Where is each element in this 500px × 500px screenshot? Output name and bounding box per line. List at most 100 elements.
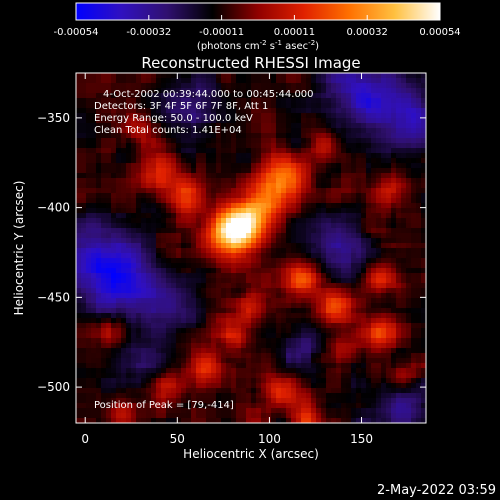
heatmap-cell	[146, 373, 152, 379]
heatmap-cell	[346, 88, 352, 94]
heatmap-cell	[381, 238, 387, 244]
heatmap-cell	[176, 273, 182, 279]
heatmap-cell	[141, 403, 147, 409]
heatmap-cell	[226, 383, 232, 389]
heatmap-cell	[276, 198, 282, 204]
heatmap-cell	[311, 248, 317, 254]
heatmap-cell	[126, 418, 132, 424]
heatmap-cell	[176, 163, 182, 169]
heatmap-cell	[86, 148, 92, 154]
heatmap-cell	[131, 313, 137, 319]
heatmap-cell	[376, 313, 382, 319]
heatmap-cell	[156, 343, 162, 349]
heatmap-cell	[406, 318, 412, 324]
heatmap-cell	[291, 403, 297, 409]
heatmap-cell	[331, 123, 337, 129]
heatmap-cell	[236, 378, 242, 384]
heatmap-cell	[261, 203, 267, 209]
heatmap-cell	[216, 243, 222, 249]
heatmap-cell	[86, 78, 92, 84]
heatmap-cell	[421, 143, 427, 149]
heatmap-cell	[411, 393, 417, 399]
heatmap-cell	[296, 308, 302, 314]
heatmap-cell	[341, 418, 347, 424]
heatmap-cell	[251, 88, 257, 94]
heatmap-cell	[396, 338, 402, 344]
heatmap-cell	[291, 173, 297, 179]
heatmap-cell	[386, 83, 392, 89]
heatmap-cell	[156, 103, 162, 109]
heatmap-cell	[396, 248, 402, 254]
heatmap-cell	[211, 403, 217, 409]
heatmap-cell	[91, 393, 97, 399]
heatmap-cell	[391, 183, 397, 189]
heatmap-cell	[416, 323, 422, 329]
heatmap-cell	[166, 128, 172, 134]
heatmap-cell	[146, 173, 152, 179]
heatmap-cell	[211, 128, 217, 134]
heatmap-cell	[336, 373, 342, 379]
heatmap-cell	[321, 408, 327, 414]
heatmap-cell	[171, 393, 177, 399]
heatmap-cell	[111, 303, 117, 309]
heatmap-cell	[306, 368, 312, 374]
heatmap-cell	[316, 208, 322, 214]
heatmap-cell	[116, 98, 122, 104]
heatmap-cell	[306, 203, 312, 209]
heatmap-cell	[96, 213, 102, 219]
heatmap-cell	[96, 278, 102, 284]
heatmap-cell	[401, 398, 407, 404]
heatmap-cell	[261, 388, 267, 394]
heatmap-cell	[406, 278, 412, 284]
heatmap-cell	[216, 93, 222, 99]
heatmap-cell	[261, 178, 267, 184]
heatmap-cell	[81, 303, 87, 309]
heatmap-cell	[231, 208, 237, 214]
heatmap-cell	[261, 333, 267, 339]
heatmap-cell	[251, 393, 257, 399]
heatmap-cell	[341, 408, 347, 414]
heatmap-cell	[326, 103, 332, 109]
heatmap-cell	[176, 383, 182, 389]
heatmap-cell	[301, 418, 307, 424]
heatmap-cell	[151, 313, 157, 319]
heatmap-cell	[321, 368, 327, 374]
heatmap-cell	[396, 178, 402, 184]
heatmap-cell	[421, 178, 427, 184]
heatmap-cell	[311, 233, 317, 239]
heatmap-cell	[326, 348, 332, 354]
heatmap-cell	[96, 333, 102, 339]
heatmap-cell	[336, 168, 342, 174]
heatmap-cell	[366, 283, 372, 289]
heatmap-cell	[246, 228, 252, 234]
heatmap-cell	[296, 193, 302, 199]
heatmap-cell	[106, 178, 112, 184]
heatmap-cell	[231, 378, 237, 384]
heatmap-cell	[276, 138, 282, 144]
heatmap-cell	[96, 178, 102, 184]
heatmap-cell	[276, 178, 282, 184]
heatmap-cell	[76, 238, 82, 244]
heatmap-cell	[406, 108, 412, 114]
heatmap-cell	[316, 83, 322, 89]
heatmap-cell	[356, 363, 362, 369]
heatmap-cell	[211, 88, 217, 94]
heatmap-cell	[406, 248, 412, 254]
heatmap-cell	[191, 108, 197, 114]
heatmap-cell	[416, 253, 422, 259]
heatmap-cell	[396, 148, 402, 154]
heatmap-cell	[356, 333, 362, 339]
heatmap-cell	[356, 293, 362, 299]
heatmap-cell	[91, 358, 97, 364]
heatmap-cell	[271, 333, 277, 339]
heatmap-cell	[206, 353, 212, 359]
heatmap-cell	[336, 263, 342, 269]
heatmap-cell	[81, 273, 87, 279]
heatmap-cell	[211, 313, 217, 319]
heatmap-cell	[201, 173, 207, 179]
heatmap-cell	[421, 403, 427, 409]
heatmap-cell	[221, 383, 227, 389]
heatmap-cell	[116, 348, 122, 354]
heatmap-cell	[176, 223, 182, 229]
heatmap-cell	[171, 158, 177, 164]
